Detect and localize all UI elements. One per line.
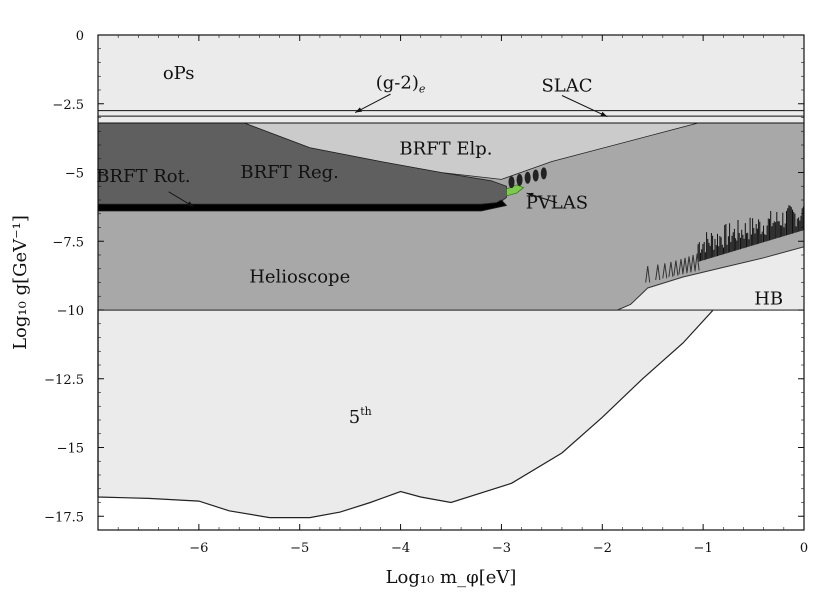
x-axis-title: Log₁₀ m_φ[eV] (386, 567, 517, 588)
hb-spike (662, 263, 668, 279)
arrow-pvlas-head (526, 192, 534, 198)
label-ops: oPs (163, 63, 195, 84)
x-tick-label: −6 (189, 541, 208, 556)
arrow-slac-head (600, 111, 608, 117)
x-tick-label: −1 (694, 541, 713, 556)
hb-spike (686, 256, 692, 273)
plot-area (97, 34, 805, 530)
arrow-brft-rot-head (186, 201, 194, 207)
axes: −6 −5 −4 −3 −2 −1 00−2.5−5−7.5−10−12.5−15−17.5… (10, 29, 808, 588)
arrow-slac (561, 95, 608, 118)
x-tick-label: −2 (593, 541, 612, 556)
hb-spike (694, 253, 700, 271)
label-g-2: (g-2)e (376, 73, 426, 96)
y-tick-label: −17.5 (44, 510, 84, 525)
label-helioscope: Helioscope (249, 267, 350, 288)
y-tick-label: −15 (57, 442, 84, 457)
y-tick-label: −12.5 (44, 373, 84, 388)
y-tick-label: −5 (65, 167, 84, 182)
y-tick-label: −10 (57, 304, 84, 319)
y-tick-label: −2.5 (52, 98, 84, 113)
hb-noise (697, 205, 804, 262)
hb-spike (645, 265, 651, 283)
hb-spike (673, 260, 679, 276)
oscillation-bump (540, 167, 547, 180)
label-hb: HB (754, 289, 783, 310)
y-tick-label: 0 (76, 29, 84, 44)
hb-spike (668, 261, 674, 277)
region-5th (97, 309, 804, 519)
hb-spike (655, 264, 661, 281)
arrow-g-2-head (355, 107, 363, 113)
oscillation-bump (532, 169, 539, 182)
region-brft-rot- (97, 199, 508, 212)
hb-spike (682, 257, 688, 274)
region-ops (97, 34, 805, 124)
oscillation-bump (516, 173, 523, 186)
x-tick-label: 0 (800, 541, 808, 556)
x-tick-label: −5 (290, 541, 309, 556)
y-tick-label: −7.5 (52, 235, 84, 250)
oscillation-bump (524, 171, 531, 184)
x-tick-label: −4 (391, 541, 410, 556)
arrow-g-2 (354, 93, 391, 113)
label-brft-elp-: BRFT Elp. (399, 139, 492, 160)
label-slac: SLAC (541, 75, 592, 96)
oscillation-bump (508, 176, 515, 189)
label-brft-reg-: BRFT Reg. (240, 162, 338, 183)
label-brft-rot-: BRFT Rot. (96, 166, 190, 187)
region-labels: oPs (g-2)e SLAC BRFT Elp. BRFT Rot. BRFT Reg.… (96, 63, 783, 428)
y-axis-title: Log₁₀ g[GeV⁻¹] (10, 215, 31, 350)
hb-spike (678, 259, 684, 275)
x-tick-label: −3 (492, 541, 511, 556)
hb-spike (690, 254, 696, 272)
